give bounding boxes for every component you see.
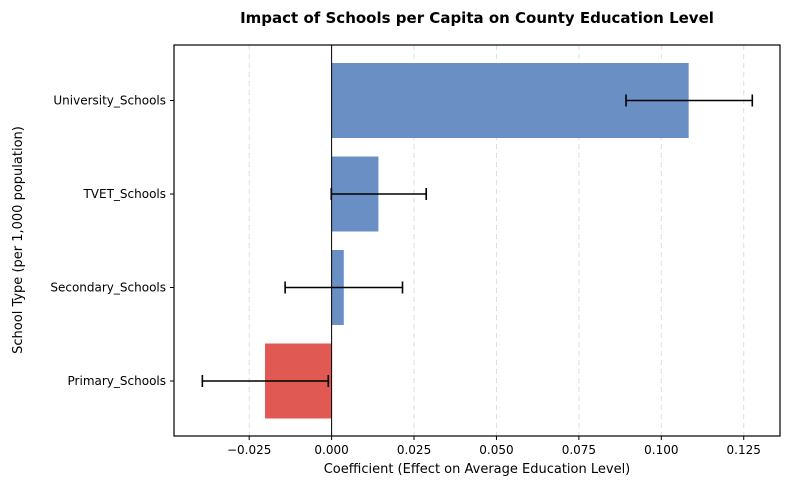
y-tick-label: Secondary_Schools xyxy=(50,281,166,295)
x-tick-label: 0.075 xyxy=(562,443,596,457)
y-tick-label: University_Schools xyxy=(53,94,166,108)
error-bars xyxy=(201,94,754,387)
y-axis-label: School Type (per 1,000 population) xyxy=(11,126,26,354)
x-tick-label: 0.125 xyxy=(727,443,761,457)
x-ticks: −0.025 0.000 0.025 0.050 0.075 0.100 0.125 xyxy=(227,436,761,457)
x-axis-label: Coefficient (Effect on Average Education… xyxy=(324,462,631,477)
bars xyxy=(264,63,689,419)
x-tick-label: 0.000 xyxy=(314,443,348,457)
x-tick-label: 0.100 xyxy=(644,443,678,457)
y-ticks: Primary_Schools Secondary_Schools TVET_Sch… xyxy=(50,94,174,388)
y-tick-label: Primary_Schools xyxy=(68,374,166,388)
x-tick-label: 0.050 xyxy=(479,443,513,457)
plot-frame xyxy=(173,44,781,437)
chart-title: Impact of Schools per Capita on County E… xyxy=(240,9,714,27)
x-tick-label: −0.025 xyxy=(227,443,271,457)
x-tick-label: 0.025 xyxy=(397,443,431,457)
y-tick-label: TVET_Schools xyxy=(82,187,166,201)
